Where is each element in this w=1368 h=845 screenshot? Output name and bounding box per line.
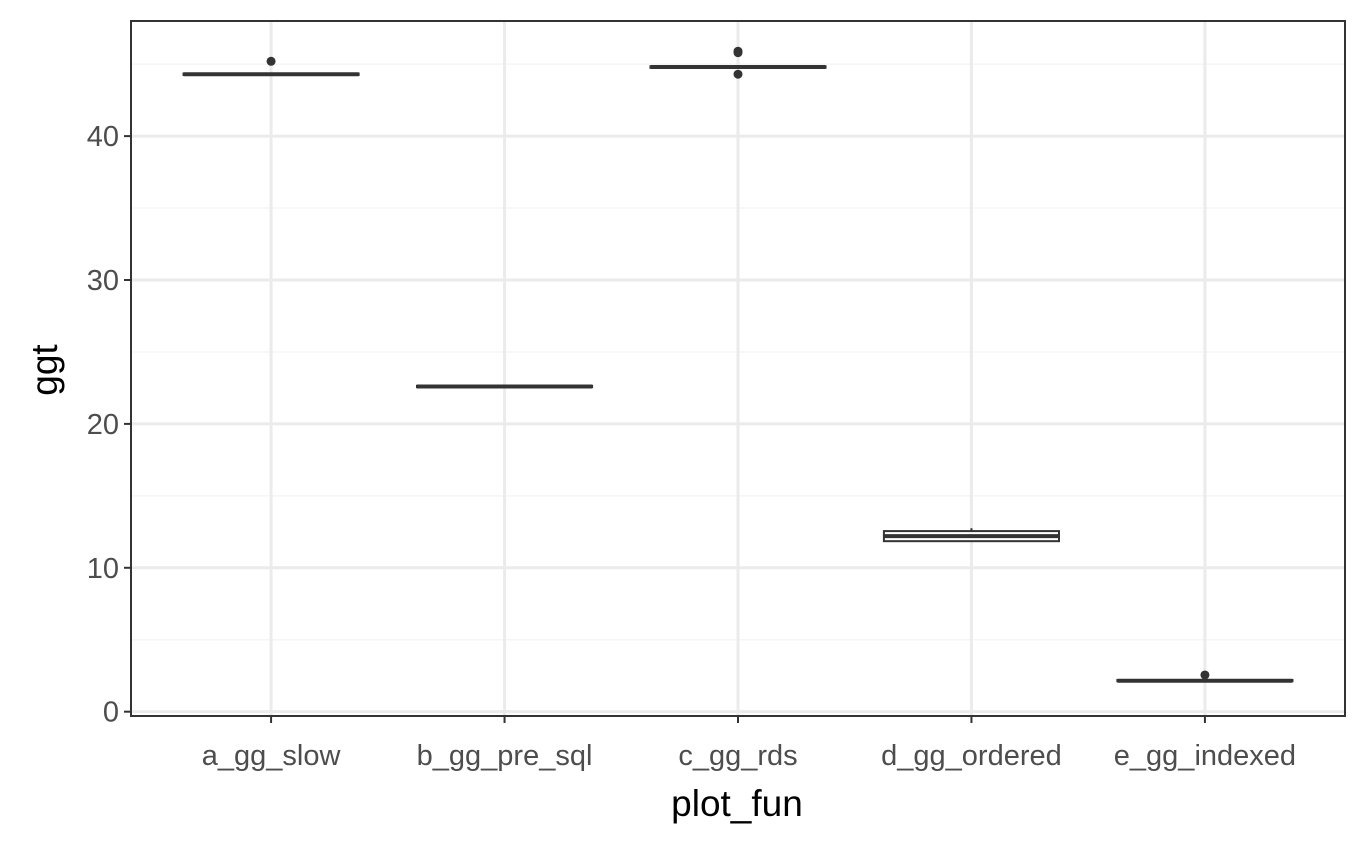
box-c_gg_rds — [649, 46, 827, 79]
y-tick-label: 20 — [87, 409, 119, 441]
y-tick-label: 0 — [103, 697, 119, 729]
y-tick-label: 30 — [87, 265, 119, 297]
y-tick-label: 40 — [87, 121, 119, 153]
box-a_gg_slow — [182, 56, 360, 77]
box-layer — [182, 46, 1294, 683]
grid-lines — [131, 21, 1345, 716]
outlier-point — [266, 56, 276, 66]
outlier-point — [733, 69, 743, 79]
outlier-point — [733, 48, 743, 58]
x-tick-label: b_gg_pre_sql — [417, 740, 593, 772]
x-tick-label: e_gg_indexed — [1114, 740, 1296, 772]
y-axis-title: ggt — [24, 344, 65, 396]
y-tick-label: 10 — [87, 553, 119, 585]
x-axis-title: plot_fun — [671, 783, 803, 824]
outlier-point — [1200, 670, 1210, 680]
x-tick-label: d_gg_ordered — [881, 740, 1062, 772]
axes: 0 10 20 30 40 a_gg_slow b_gg_pre_sql c_gg_rds d_… — [87, 20, 1346, 772]
box-b_gg_pre_sql — [415, 384, 594, 389]
x-tick-label: c_gg_rds — [678, 740, 797, 772]
x-tick-label: a_gg_slow — [202, 740, 342, 772]
box-d_gg_ordered — [882, 528, 1061, 543]
box-e_gg_indexed — [1116, 670, 1294, 683]
